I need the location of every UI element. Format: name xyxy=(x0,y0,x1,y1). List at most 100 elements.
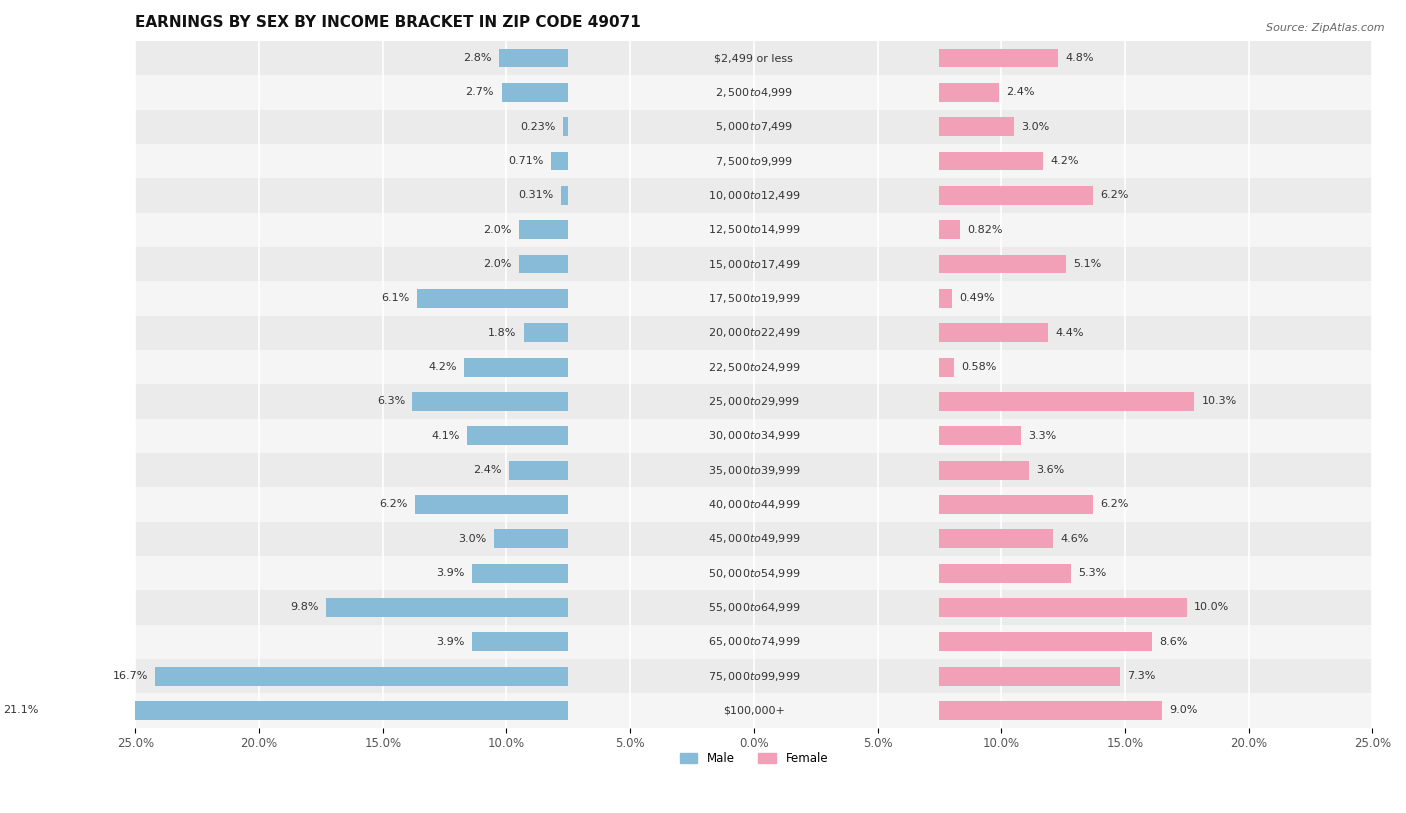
Text: Source: ZipAtlas.com: Source: ZipAtlas.com xyxy=(1267,23,1385,33)
Bar xyxy=(135,419,1372,453)
Bar xyxy=(939,633,1153,651)
Text: 2.0%: 2.0% xyxy=(484,259,512,269)
Bar xyxy=(939,151,1043,171)
Bar xyxy=(135,693,1372,728)
Text: 4.8%: 4.8% xyxy=(1066,53,1094,63)
Text: $22,500 to $24,999: $22,500 to $24,999 xyxy=(707,360,800,373)
Bar xyxy=(135,315,1372,350)
Text: 3.0%: 3.0% xyxy=(1021,122,1049,132)
Bar xyxy=(524,324,568,342)
Bar xyxy=(939,358,953,376)
Bar xyxy=(135,76,1372,110)
Bar xyxy=(519,220,568,239)
Bar xyxy=(135,385,1372,419)
Bar xyxy=(135,350,1372,385)
Text: 5.3%: 5.3% xyxy=(1078,568,1107,578)
Text: 3.0%: 3.0% xyxy=(458,533,486,544)
Text: 7.3%: 7.3% xyxy=(1128,671,1156,681)
Bar xyxy=(135,178,1372,212)
Text: 21.1%: 21.1% xyxy=(3,706,39,715)
Bar xyxy=(418,289,568,308)
Text: 4.4%: 4.4% xyxy=(1056,328,1084,337)
Text: 4.1%: 4.1% xyxy=(432,431,460,441)
Bar xyxy=(472,633,568,651)
Bar xyxy=(939,254,1066,273)
Text: 3.9%: 3.9% xyxy=(436,637,464,646)
Text: $55,000 to $64,999: $55,000 to $64,999 xyxy=(707,601,800,614)
Bar xyxy=(135,281,1372,315)
Bar xyxy=(494,529,568,548)
Bar xyxy=(135,590,1372,624)
Text: $35,000 to $39,999: $35,000 to $39,999 xyxy=(707,463,800,476)
Text: $20,000 to $22,499: $20,000 to $22,499 xyxy=(707,326,800,339)
Bar xyxy=(135,556,1372,590)
Bar xyxy=(939,117,1014,136)
Bar xyxy=(135,144,1372,178)
Bar xyxy=(502,83,568,102)
Bar xyxy=(46,701,568,720)
Bar xyxy=(939,598,1187,617)
Text: $17,500 to $19,999: $17,500 to $19,999 xyxy=(707,292,800,305)
Text: EARNINGS BY SEX BY INCOME BRACKET IN ZIP CODE 49071: EARNINGS BY SEX BY INCOME BRACKET IN ZIP… xyxy=(135,15,641,30)
Text: 16.7%: 16.7% xyxy=(112,671,148,681)
Bar xyxy=(509,461,568,480)
Text: 2.0%: 2.0% xyxy=(484,224,512,235)
Text: 3.6%: 3.6% xyxy=(1036,465,1064,475)
Text: $15,000 to $17,499: $15,000 to $17,499 xyxy=(707,258,800,271)
Text: 2.8%: 2.8% xyxy=(463,53,492,63)
Text: 2.4%: 2.4% xyxy=(1007,87,1035,98)
Text: $45,000 to $49,999: $45,000 to $49,999 xyxy=(707,533,800,546)
Text: 4.6%: 4.6% xyxy=(1060,533,1090,544)
Legend: Male, Female: Male, Female xyxy=(675,747,832,770)
Bar xyxy=(939,289,952,308)
Text: $7,500 to $9,999: $7,500 to $9,999 xyxy=(714,154,793,167)
Bar xyxy=(939,701,1163,720)
Bar xyxy=(467,426,568,446)
Bar xyxy=(939,426,1021,446)
Bar xyxy=(939,324,1049,342)
Bar xyxy=(939,667,1121,685)
Bar xyxy=(939,392,1194,411)
Text: 6.2%: 6.2% xyxy=(1101,499,1129,510)
Text: $2,499 or less: $2,499 or less xyxy=(714,53,793,63)
Text: 0.58%: 0.58% xyxy=(962,362,997,372)
Text: 5.1%: 5.1% xyxy=(1073,259,1101,269)
Bar xyxy=(939,49,1059,67)
Text: $5,000 to $7,499: $5,000 to $7,499 xyxy=(714,120,793,133)
Bar xyxy=(939,529,1053,548)
Bar xyxy=(519,254,568,273)
Text: 6.2%: 6.2% xyxy=(1101,190,1129,200)
Text: 3.3%: 3.3% xyxy=(1029,431,1057,441)
Text: $10,000 to $12,499: $10,000 to $12,499 xyxy=(707,189,800,202)
Text: 0.71%: 0.71% xyxy=(508,156,543,166)
Bar xyxy=(326,598,568,617)
Bar xyxy=(155,667,568,685)
Text: $2,500 to $4,999: $2,500 to $4,999 xyxy=(714,86,793,99)
Text: 3.9%: 3.9% xyxy=(436,568,464,578)
Text: 9.8%: 9.8% xyxy=(290,602,318,612)
Text: 0.82%: 0.82% xyxy=(967,224,1002,235)
Text: $12,500 to $14,999: $12,500 to $14,999 xyxy=(707,224,800,237)
Text: 0.31%: 0.31% xyxy=(517,190,553,200)
Bar xyxy=(135,522,1372,556)
Text: 8.6%: 8.6% xyxy=(1160,637,1188,646)
Bar xyxy=(939,220,960,239)
Text: $50,000 to $54,999: $50,000 to $54,999 xyxy=(707,567,800,580)
Bar xyxy=(135,212,1372,247)
Text: 6.1%: 6.1% xyxy=(382,293,411,303)
Text: $40,000 to $44,999: $40,000 to $44,999 xyxy=(707,498,800,511)
Bar xyxy=(135,487,1372,522)
Bar xyxy=(415,495,568,514)
Bar xyxy=(939,83,998,102)
Bar xyxy=(135,41,1372,76)
Bar xyxy=(412,392,568,411)
Bar xyxy=(135,110,1372,144)
Text: $25,000 to $29,999: $25,000 to $29,999 xyxy=(707,395,800,408)
Text: 4.2%: 4.2% xyxy=(1050,156,1080,166)
Text: 6.2%: 6.2% xyxy=(380,499,408,510)
Bar xyxy=(135,453,1372,487)
Text: $30,000 to $34,999: $30,000 to $34,999 xyxy=(707,429,800,442)
Text: 2.7%: 2.7% xyxy=(465,87,494,98)
Text: 1.8%: 1.8% xyxy=(488,328,516,337)
Text: 6.3%: 6.3% xyxy=(377,397,405,406)
